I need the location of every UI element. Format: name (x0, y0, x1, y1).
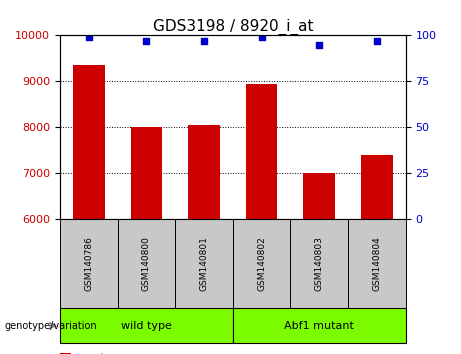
Bar (175, 219, 233, 308)
Text: Abf1 mutant: Abf1 mutant (284, 321, 354, 331)
Text: GSM140803: GSM140803 (315, 236, 324, 291)
Title: GDS3198 / 8920_i_at: GDS3198 / 8920_i_at (153, 19, 313, 35)
Bar (130, 127, 162, 219)
Point (200, 38, 207, 44)
Bar (60, 219, 118, 308)
Bar (73, 65, 105, 219)
Text: GSM140800: GSM140800 (142, 236, 151, 291)
Bar (233, 219, 290, 308)
Text: GSM140801: GSM140801 (200, 236, 208, 291)
Bar (348, 219, 406, 308)
Text: GSM140802: GSM140802 (257, 236, 266, 291)
Text: count: count (75, 353, 105, 354)
Point (373, 38, 381, 44)
Text: GSM140786: GSM140786 (84, 236, 93, 291)
Bar (233, 308, 406, 343)
Bar (118, 219, 175, 308)
Bar (361, 155, 393, 219)
Point (142, 38, 150, 44)
Text: GSM140804: GSM140804 (372, 236, 381, 291)
Point (258, 34, 266, 40)
Bar (188, 125, 220, 219)
Bar (303, 173, 335, 219)
Bar (290, 219, 348, 308)
Point (85, 34, 92, 40)
Bar (246, 84, 278, 219)
Bar (60, 308, 233, 343)
Text: genotype/variation: genotype/variation (5, 321, 97, 331)
Text: wild type: wild type (121, 321, 172, 331)
Point (315, 42, 323, 47)
